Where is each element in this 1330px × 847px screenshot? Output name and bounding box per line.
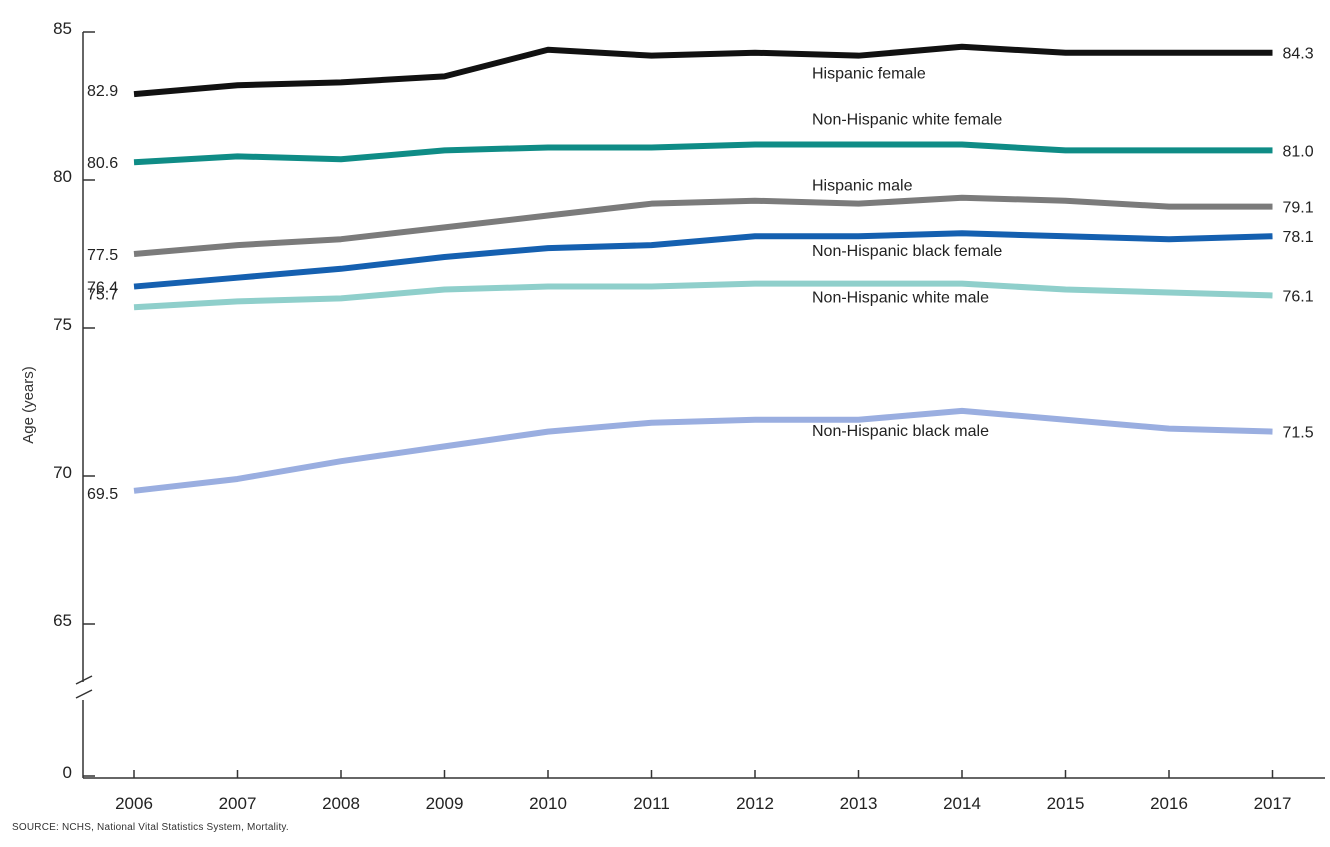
end-value-label: 84.3 [1283,46,1314,63]
x-tick-label: 2009 [426,794,464,813]
start-value-label: 82.9 [87,83,118,100]
x-axis-ticks: 2006 2007 2008 2009 2010 2011 2012 2013 2014 2015… [115,770,1291,813]
y-tick-label: 85 [53,19,72,38]
x-tick-label: 2008 [322,794,360,813]
series-hispanic-female: 82.9 84.3 Hispanic female [87,43,1314,100]
y-tick-label: 0 [63,763,72,782]
start-value-label: 77.5 [87,247,118,264]
series-name-label: Non-Hispanic white female [812,111,1002,128]
series-hispanic-male: 77.5 79.1 Hispanic male [87,178,1314,264]
start-value-label: 80.6 [87,155,118,172]
end-value-label: 76.1 [1283,288,1314,305]
series-line [133,407,1273,494]
series-line [133,230,1273,290]
series-non-hispanic-black-male: 69.5 71.5 Non-Hispanic black male [87,407,1314,503]
y-tick-label: 80 [53,167,72,186]
start-value-label: 76.4 [87,280,118,297]
series-non-hispanic-black-female: 76.4 78.1 Non-Hispanic black female [87,229,1314,296]
x-tick-label: 2016 [1150,794,1188,813]
x-tick-label: 2007 [219,794,257,813]
series-non-hispanic-white-male: 75.7 76.1 Non-Hispanic white male [87,280,1314,311]
y-tick-label: 65 [53,611,72,630]
x-tick-label: 2013 [840,794,878,813]
x-tick-label: 2017 [1254,794,1292,813]
series-name-label: Non-Hispanic black male [812,423,989,440]
x-tick-label: 2012 [736,794,774,813]
x-tick-label: 2014 [943,794,981,813]
y-tick-label: 70 [53,463,72,482]
series-non-hispanic-white-female: 80.6 81.0 Non-Hispanic white female [87,111,1314,172]
series-name-label: Non-Hispanic black female [812,243,1002,260]
start-value-label: 75.7 [87,286,118,303]
series-line [133,194,1273,257]
start-value-label: 69.5 [87,486,118,503]
x-tick-label: 2011 [633,794,670,813]
series-name-label: Hispanic male [812,178,913,195]
end-value-label: 78.1 [1283,229,1314,246]
x-tick-label: 2015 [1047,794,1085,813]
end-value-label: 71.5 [1283,425,1314,442]
source-note: SOURCE: NCHS, National Vital Statistics … [12,822,289,833]
x-tick-label: 2006 [115,794,153,813]
series-name-label: Hispanic female [812,66,926,83]
series-line [133,280,1273,311]
series-line [133,43,1273,98]
y-tick-label: 75 [53,315,72,334]
series-layer: 82.9 84.3 Hispanic female 80.6 81.0 Non-Hispa… [87,43,1314,503]
y-axis-title: Age (years) [20,366,37,444]
series-name-label: Non-Hispanic white male [812,290,989,307]
end-value-label: 79.1 [1283,200,1314,217]
axis-break-mark [75,675,93,699]
series-line [133,141,1273,166]
end-value-label: 81.0 [1283,143,1314,160]
x-tick-label: 2010 [529,794,567,813]
y-axis-ticks: 0 65 70 75 80 85 [53,19,95,782]
